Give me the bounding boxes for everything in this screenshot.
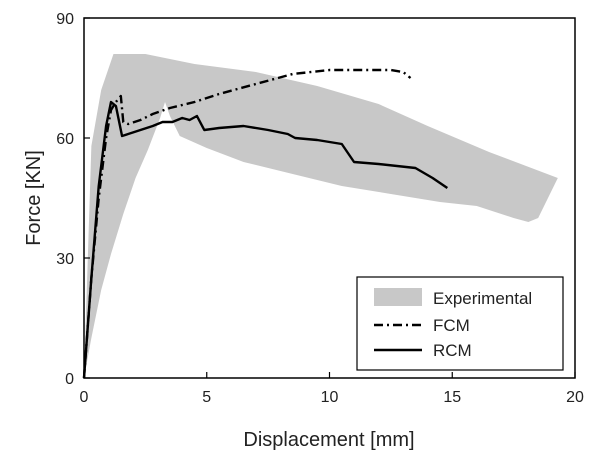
legend-label-fcm: FCM: [433, 316, 470, 335]
y-tick-label: 30: [56, 251, 74, 268]
x-tick-label: 0: [80, 389, 89, 406]
experimental-band-layer: [84, 54, 558, 378]
y-tick-label: 90: [56, 11, 74, 28]
x-tick-label: 5: [202, 389, 211, 406]
x-tick-label: 20: [566, 389, 584, 406]
y-tick-label: 0: [65, 371, 74, 388]
x-axis-title: Displacement [mm]: [243, 429, 414, 451]
y-axis-title: Force [KN]: [23, 150, 45, 246]
experimental-band: [84, 54, 558, 378]
legend: Experimental FCM RCM: [356, 276, 564, 371]
legend-label-experimental: Experimental: [433, 289, 532, 308]
series-line-rcm: [82, 100, 449, 379]
ticks-layer: 0 5 10 15 20 0 30 60 90: [56, 11, 584, 406]
series-layer: [82, 68, 449, 379]
x-tick-label: 10: [321, 389, 339, 406]
legend-label-rcm: RCM: [433, 341, 472, 360]
y-tick-label: 60: [56, 131, 74, 148]
x-tick-label: 15: [443, 389, 461, 406]
legend-swatch-experimental: [374, 288, 422, 306]
series-line-fcm: [82, 68, 412, 379]
